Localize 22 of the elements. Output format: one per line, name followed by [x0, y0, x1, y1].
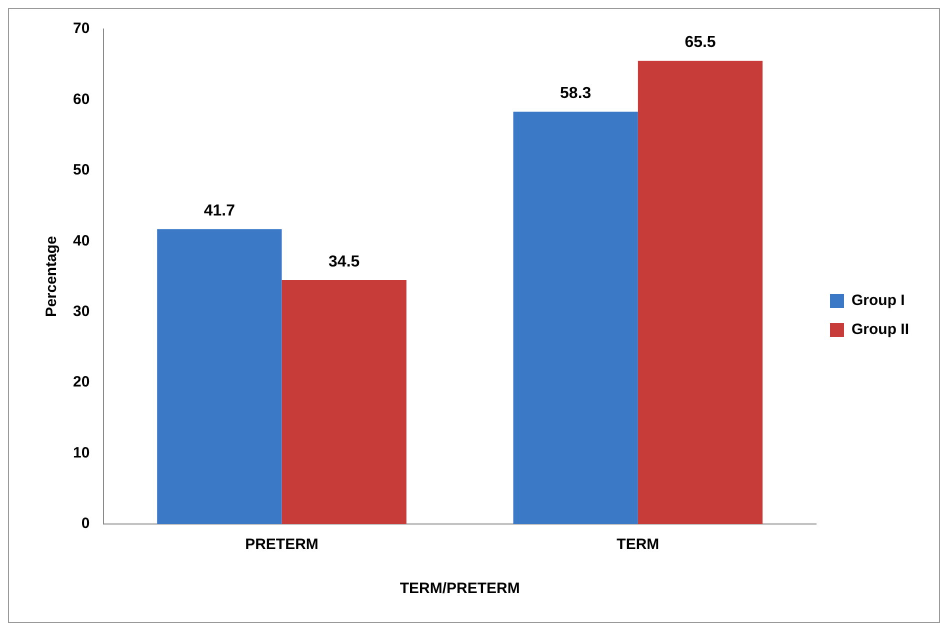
- bar: [638, 60, 763, 524]
- y-tick-label: 40: [72, 232, 90, 250]
- y-tick-label: 30: [72, 303, 90, 320]
- legend-label: Group II: [852, 321, 910, 338]
- y-tick-label: 20: [72, 374, 90, 391]
- y-tick-label: 60: [72, 90, 90, 108]
- y-tick-label: 70: [72, 20, 90, 38]
- y-tick-label: 10: [72, 444, 90, 462]
- bar: [513, 112, 638, 524]
- x-tick-label: TERM: [616, 536, 660, 554]
- y-tick-label: 50: [72, 162, 90, 179]
- y-axis-title: Percentage: [43, 236, 60, 317]
- data-label: 41.7: [204, 202, 236, 220]
- x-tick-label: PRETERM: [245, 536, 318, 554]
- data-label: 34.5: [328, 253, 360, 270]
- data-label: 65.5: [684, 34, 716, 52]
- bar: [157, 229, 282, 524]
- x-axis-title: TERM/PRETERM: [400, 580, 520, 598]
- data-label: 58.3: [560, 85, 592, 102]
- y-tick-label: 0: [81, 515, 90, 532]
- legend-label: Group I: [852, 292, 905, 310]
- bar: [282, 280, 406, 524]
